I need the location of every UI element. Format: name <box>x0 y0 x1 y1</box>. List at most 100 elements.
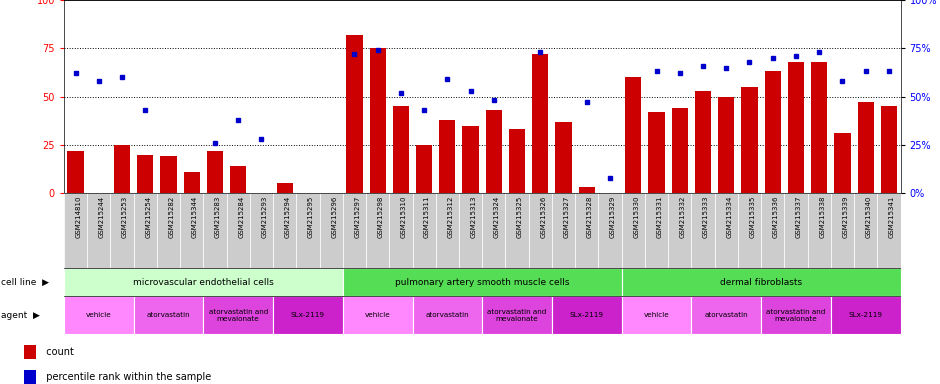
Text: GSM215332: GSM215332 <box>680 195 686 238</box>
Bar <box>742 87 758 193</box>
Text: vehicle: vehicle <box>644 312 669 318</box>
Bar <box>276 184 293 193</box>
Text: GSM215298: GSM215298 <box>378 195 384 238</box>
Bar <box>273 193 296 268</box>
Bar <box>645 193 668 268</box>
Text: GSM215331: GSM215331 <box>656 195 663 238</box>
Text: GSM215327: GSM215327 <box>564 195 570 238</box>
Text: cell line  ▶: cell line ▶ <box>1 278 49 286</box>
Bar <box>346 35 363 193</box>
Bar <box>482 193 506 268</box>
Text: percentile rank within the sample: percentile rank within the sample <box>40 371 211 382</box>
Text: GSM215283: GSM215283 <box>215 195 221 238</box>
Bar <box>552 193 575 268</box>
Text: GSM215329: GSM215329 <box>610 195 616 238</box>
Bar <box>64 268 343 296</box>
Bar <box>811 62 827 193</box>
Text: GSM215297: GSM215297 <box>354 195 360 238</box>
Bar <box>439 120 456 193</box>
Text: GSM215254: GSM215254 <box>146 195 151 238</box>
Bar <box>416 145 432 193</box>
Text: GSM215295: GSM215295 <box>308 195 314 238</box>
Bar <box>133 193 157 268</box>
Bar <box>393 106 409 193</box>
Bar <box>203 193 227 268</box>
Text: GSM215310: GSM215310 <box>400 195 407 238</box>
Bar <box>835 133 851 193</box>
Bar <box>114 145 130 193</box>
Bar <box>807 193 831 268</box>
Text: vehicle: vehicle <box>86 312 112 318</box>
Bar <box>761 193 784 268</box>
Bar <box>227 193 250 268</box>
Text: GSM215334: GSM215334 <box>727 195 732 238</box>
Text: atorvastatin: atorvastatin <box>147 312 190 318</box>
Text: GSM215293: GSM215293 <box>261 195 268 238</box>
Text: SLx-2119: SLx-2119 <box>849 312 883 318</box>
Text: agent  ▶: agent ▶ <box>1 311 39 319</box>
Bar <box>482 296 552 334</box>
Bar <box>413 193 436 268</box>
Bar <box>366 193 389 268</box>
Bar <box>831 193 854 268</box>
Bar <box>764 71 781 193</box>
Text: GSM215339: GSM215339 <box>842 195 849 238</box>
Bar <box>621 296 692 334</box>
Text: GSM215337: GSM215337 <box>796 195 802 238</box>
Bar <box>784 193 807 268</box>
Text: GSM215344: GSM215344 <box>192 195 197 238</box>
Bar <box>671 108 688 193</box>
Bar <box>556 122 572 193</box>
Text: GSM215336: GSM215336 <box>773 195 778 238</box>
Text: SLx-2119: SLx-2119 <box>570 312 603 318</box>
Bar <box>230 166 246 193</box>
Text: GSM215312: GSM215312 <box>447 195 453 238</box>
Bar <box>831 296 901 334</box>
Bar <box>203 296 273 334</box>
Bar <box>343 296 413 334</box>
Bar <box>738 193 761 268</box>
Text: GSM215341: GSM215341 <box>889 195 895 238</box>
Bar <box>64 193 87 268</box>
Bar <box>788 62 804 193</box>
Bar <box>714 193 738 268</box>
Text: GSM215340: GSM215340 <box>866 195 871 238</box>
Bar <box>718 97 734 193</box>
Bar <box>296 193 320 268</box>
Text: GSM215324: GSM215324 <box>494 195 500 238</box>
Bar <box>649 112 665 193</box>
Bar <box>369 48 385 193</box>
Bar <box>68 151 84 193</box>
Text: microvascular endothelial cells: microvascular endothelial cells <box>133 278 274 286</box>
Text: atorvastatin: atorvastatin <box>704 312 748 318</box>
Text: pulmonary artery smooth muscle cells: pulmonary artery smooth muscle cells <box>395 278 570 286</box>
Bar <box>532 54 548 193</box>
Text: atorvastatin and
mevalonate: atorvastatin and mevalonate <box>766 309 825 321</box>
Bar <box>668 193 692 268</box>
Bar <box>436 193 459 268</box>
Bar <box>599 193 621 268</box>
Bar <box>621 268 901 296</box>
Bar <box>575 193 599 268</box>
Text: GSM215284: GSM215284 <box>238 195 244 238</box>
Text: GSM215253: GSM215253 <box>122 195 128 238</box>
Bar <box>761 296 831 334</box>
Bar <box>528 193 552 268</box>
Bar <box>343 268 621 296</box>
Bar <box>854 193 877 268</box>
Bar <box>389 193 413 268</box>
Bar <box>692 193 714 268</box>
Bar <box>207 151 223 193</box>
Bar <box>161 156 177 193</box>
Bar <box>157 193 180 268</box>
Bar <box>857 103 874 193</box>
Bar <box>110 193 133 268</box>
Text: atorvastatin and
mevalonate: atorvastatin and mevalonate <box>209 309 268 321</box>
Bar <box>877 193 901 268</box>
Text: GSM215311: GSM215311 <box>424 195 431 238</box>
Bar <box>180 193 203 268</box>
Bar <box>506 193 528 268</box>
Bar <box>87 193 110 268</box>
Text: GSM215294: GSM215294 <box>285 195 290 238</box>
Bar <box>695 91 712 193</box>
